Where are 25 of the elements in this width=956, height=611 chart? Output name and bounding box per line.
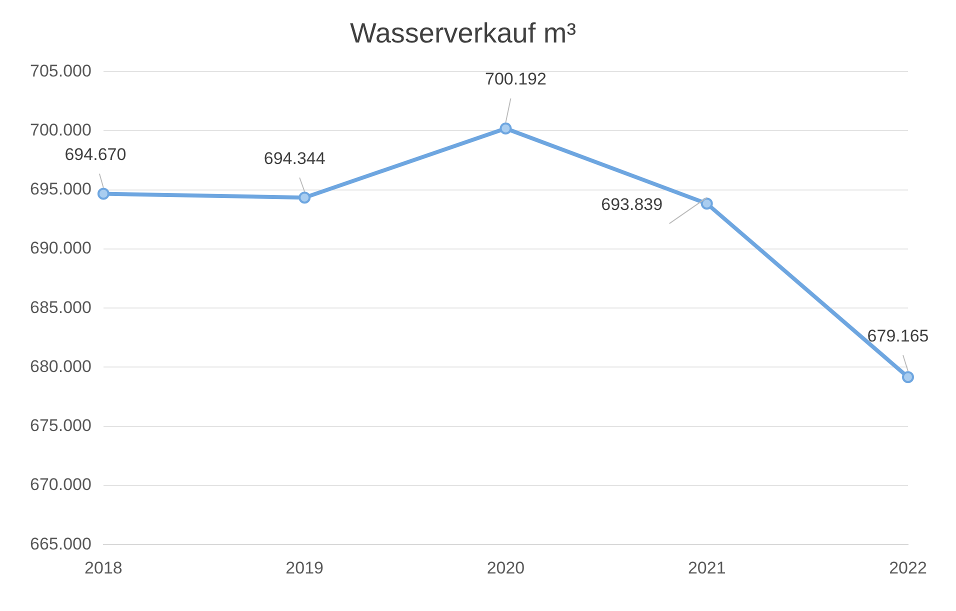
chart-title: Wasserverkauf m³ <box>350 18 576 49</box>
data-label: 700.192 <box>485 70 546 89</box>
y-tick-label: 665.000 <box>30 534 92 554</box>
y-tick-label: 680.000 <box>30 356 92 376</box>
x-tick-label: 2018 <box>84 558 122 578</box>
y-tick-label: 705.000 <box>30 61 92 80</box>
y-tick-label: 670.000 <box>30 475 92 494</box>
x-tick-label: 2022 <box>889 558 927 578</box>
point <box>902 371 914 384</box>
point <box>700 198 713 210</box>
y-tick-label: 675.000 <box>30 416 92 436</box>
point <box>97 188 110 200</box>
y-tick-label: 690.000 <box>30 238 92 258</box>
x-tick-label: 2019 <box>286 558 324 578</box>
data-label: 679.165 <box>867 326 929 346</box>
y-tick-label: 695.000 <box>30 180 92 199</box>
point <box>298 192 311 204</box>
data-label: 693.839 <box>601 194 663 214</box>
x-tick-label: 2021 <box>688 558 726 578</box>
data-label: 694.344 <box>264 148 326 168</box>
y-tick-label: 685.000 <box>30 298 92 317</box>
data-label: 694.670 <box>64 144 126 164</box>
x-tick-label: 2020 <box>486 558 525 578</box>
y-tick-label: 700.000 <box>30 120 92 140</box>
point <box>500 122 512 134</box>
